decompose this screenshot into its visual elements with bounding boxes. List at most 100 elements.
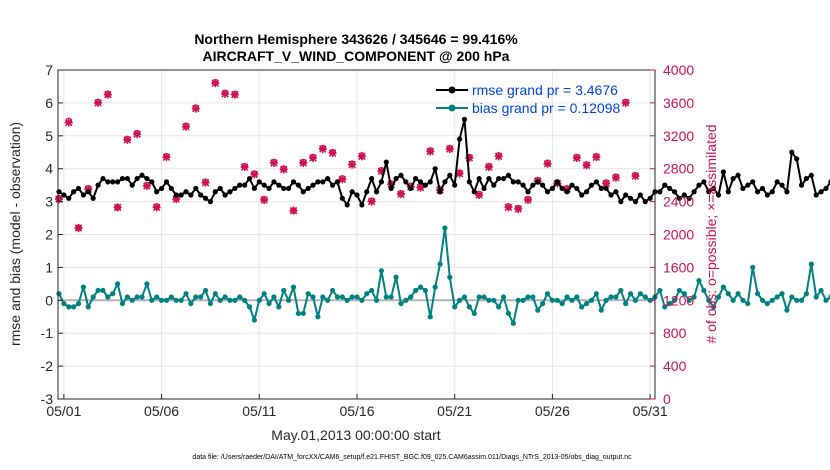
rmse-point	[188, 192, 194, 198]
obs-assimilated-marker	[367, 197, 376, 206]
bias-point	[759, 297, 766, 303]
obs-assimilated-marker	[504, 203, 513, 212]
bias-point	[671, 297, 678, 303]
obs-assimilated-marker	[299, 158, 308, 167]
rmse-point	[730, 175, 736, 182]
rmse-point	[198, 192, 204, 198]
rmse-point	[393, 175, 399, 182]
bias-point	[618, 287, 624, 294]
rmse-point	[61, 192, 67, 198]
obs-assimilated-marker	[445, 144, 454, 153]
rmse-point	[75, 185, 82, 192]
bias-point	[202, 287, 209, 294]
bias-point	[276, 304, 282, 310]
rmse-point	[598, 185, 604, 192]
rmse-point	[452, 182, 458, 188]
bias-point	[505, 310, 512, 317]
bias-point	[471, 310, 477, 317]
obs-assimilated-marker	[74, 223, 83, 232]
bias-point	[285, 297, 292, 303]
rmse-point	[349, 189, 355, 195]
rmse-point	[481, 185, 487, 192]
right-y-tick-label: 2800	[663, 161, 694, 177]
bias-point	[100, 287, 106, 294]
rmse-point	[71, 189, 77, 195]
bias-point	[764, 300, 770, 307]
rmse-point	[217, 185, 223, 192]
right-y-axis-label: # of obs: o=possible; ×=assimilated	[703, 124, 719, 343]
obs-assimilated-marker	[279, 165, 288, 174]
obs-assimilated-marker	[484, 163, 493, 172]
rmse-point	[85, 189, 91, 195]
bias-point	[808, 261, 814, 267]
bias-point	[95, 287, 101, 294]
bias-point	[442, 225, 448, 231]
right-y-tick-label: 2400	[663, 194, 694, 210]
bias-point	[593, 291, 599, 297]
obs-assimilated-marker	[309, 154, 318, 163]
rmse-point	[500, 175, 507, 182]
bias-point	[701, 287, 707, 294]
rmse-point	[344, 202, 350, 208]
bias-point	[456, 297, 463, 303]
bias-point	[588, 297, 595, 303]
rmse-point	[745, 182, 751, 188]
rmse-point	[505, 172, 512, 178]
obs-assimilated-marker	[631, 172, 640, 181]
bias-point	[803, 291, 810, 297]
rmse-point	[110, 179, 116, 185]
rmse-point	[530, 182, 536, 188]
x-axis-ticks: 05/01 05/06 05/11 05/16 05/21 05/26 05/31	[46, 394, 668, 419]
bias-point	[613, 294, 619, 300]
bias-point	[437, 261, 443, 267]
left-y-tick-label: -2	[41, 358, 54, 374]
bias-point	[657, 287, 663, 294]
rmse-point	[535, 179, 541, 185]
rmse-point	[769, 189, 775, 195]
rmse-point	[496, 175, 502, 182]
rmse-point	[574, 185, 580, 192]
rmse-point	[779, 182, 785, 188]
rmse-point	[584, 189, 590, 195]
rmse-point	[207, 199, 214, 205]
bias-point	[354, 294, 360, 300]
rmse-point	[383, 159, 389, 165]
rmse-point	[281, 185, 287, 192]
x-tick-label: 05/06	[144, 403, 179, 419]
rmse-point	[637, 192, 643, 198]
bias-point	[740, 297, 746, 303]
bias-point	[720, 284, 726, 290]
rmse-point	[549, 185, 556, 192]
rmse-point	[158, 185, 165, 192]
bias-point	[681, 291, 687, 297]
rmse-point	[285, 185, 292, 192]
bias-point	[559, 300, 565, 307]
rmse-point	[735, 172, 741, 178]
obs-count-markers	[54, 78, 640, 232]
bias-point	[525, 294, 531, 300]
rmse-point	[329, 182, 336, 188]
obs-assimilated-marker	[582, 161, 591, 170]
rmse-point	[202, 195, 209, 201]
bias-point	[818, 287, 824, 294]
bias-point	[730, 297, 736, 303]
bias-point	[632, 297, 639, 303]
bias-point	[452, 304, 458, 310]
rmse-point	[696, 182, 702, 188]
rmse-point	[124, 175, 130, 182]
left-y-axis-label: rmse and bias (model - observation)	[7, 122, 23, 346]
rmse-point	[276, 182, 282, 188]
rmse-point	[261, 182, 267, 188]
rmse-point	[388, 185, 394, 192]
rmse-point	[256, 179, 262, 185]
bias-point	[295, 310, 301, 317]
bias-point	[129, 297, 135, 303]
left-y-tick-label: 7	[45, 62, 53, 78]
obs-assimilated-marker	[142, 181, 151, 190]
bias-point	[813, 294, 819, 300]
bias-point	[378, 268, 385, 274]
bias-point	[144, 281, 150, 287]
legend-bias-marker	[448, 104, 456, 112]
rmse-point	[618, 199, 624, 205]
bias-point	[750, 264, 756, 270]
